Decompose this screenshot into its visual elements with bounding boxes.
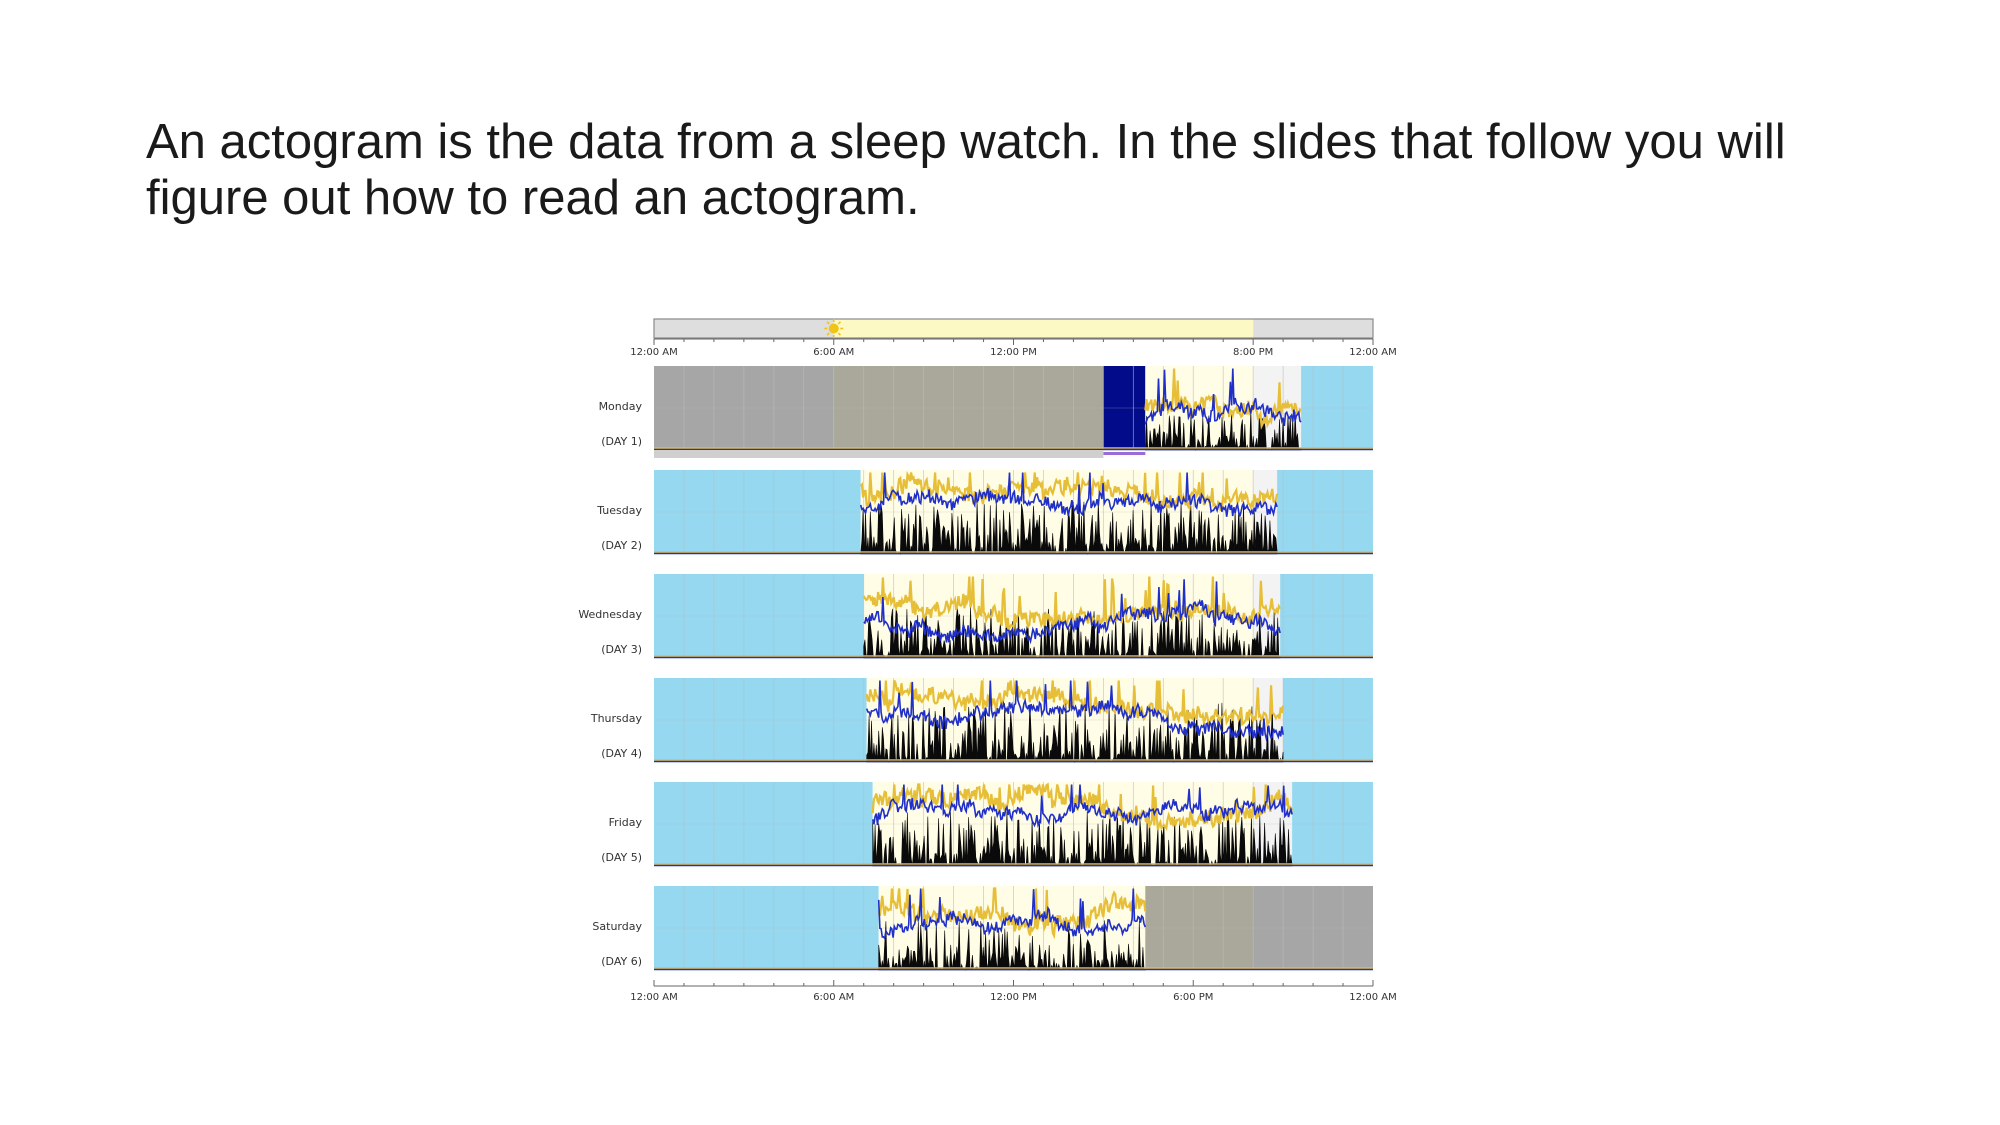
activity-trace xyxy=(866,702,1284,764)
day-label: Wednesday xyxy=(578,608,642,621)
tick-label: 8:00 PM xyxy=(1233,347,1273,358)
day-number-label: (DAY 1) xyxy=(601,435,642,448)
sun-ray xyxy=(837,321,842,325)
tick-label: 12:00 PM xyxy=(990,347,1037,358)
daylight-bar-frame xyxy=(653,318,1374,339)
light-trace xyxy=(865,680,1285,728)
day-number-label: (DAY 6) xyxy=(601,955,642,968)
tick-label: 6:00 PM xyxy=(1173,992,1213,1003)
day-label: Friday xyxy=(609,816,643,829)
night-segment xyxy=(654,319,834,338)
secondary-trace xyxy=(1144,368,1302,427)
day-number-label: (DAY 3) xyxy=(601,643,642,656)
tick-label: 6:00 AM xyxy=(813,347,854,358)
excluded-underbar xyxy=(654,450,1104,458)
secondary-trace xyxy=(877,888,1147,941)
day-row: Monday (DAY 1) xyxy=(599,366,1373,455)
day-number-label: (DAY 4) xyxy=(601,747,642,760)
day-number-label: (DAY 2) xyxy=(601,539,642,552)
sun-ray xyxy=(837,332,842,336)
daylight-bar xyxy=(653,318,1374,339)
day-label: Tuesday xyxy=(596,504,642,517)
tick-label: 12:00 AM xyxy=(1349,347,1396,358)
day-row: Wednesday (DAY 3) xyxy=(578,574,1373,660)
light-trace xyxy=(877,887,1147,940)
sun-ray xyxy=(826,332,830,336)
slide-heading-line-1: An actogram is the data from a sleep wat… xyxy=(146,115,1786,169)
sun-icon xyxy=(828,323,839,334)
off-wrist-marker xyxy=(1103,452,1146,455)
secondary-trace xyxy=(871,784,1293,829)
day-label: Thursday xyxy=(590,712,643,725)
day-row: Thursday (DAY 4) xyxy=(590,678,1373,764)
tick-label: 6:00 AM xyxy=(813,992,854,1003)
tick-label: 12:00 AM xyxy=(1349,992,1396,1003)
light-trace xyxy=(1144,368,1302,431)
activity-trace xyxy=(1144,408,1302,451)
activity-trace xyxy=(878,919,1146,972)
night-segment xyxy=(1253,319,1373,338)
tick-label: 12:00 AM xyxy=(630,347,677,358)
day-row: Saturday (DAY 6) xyxy=(592,886,1373,972)
daylight-segment xyxy=(833,319,1254,338)
secondary-trace xyxy=(863,579,1281,645)
secondary-trace xyxy=(865,680,1284,742)
secondary-trace xyxy=(859,472,1278,518)
day-row: Tuesday (DAY 2) xyxy=(596,470,1373,555)
sun-ray xyxy=(826,321,830,325)
tick-label: 12:00 AM xyxy=(630,992,677,1003)
day-label: Saturday xyxy=(592,920,642,933)
day-label: Monday xyxy=(599,400,643,413)
slide-heading-line-2: figure out how to read an actogram. xyxy=(146,171,920,225)
day-number-label: (DAY 5) xyxy=(601,851,642,864)
bottom-time-axis: 12:00 AM 6:00 AM 12:00 PM 6:00 PM 12:00 AM xyxy=(630,980,1397,1003)
day-row: Friday (DAY 5) xyxy=(601,782,1373,868)
tick-label: 12:00 PM xyxy=(990,992,1037,1003)
top-time-axis: 12:00 AM 6:00 AM 12:00 PM 8:00 PM 12:00 AM xyxy=(630,338,1397,358)
light-trace xyxy=(859,471,1279,514)
slide-heading: An actogram is the data from a sleep wat… xyxy=(146,114,1906,226)
